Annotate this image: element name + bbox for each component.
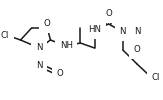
Text: N: N [120,28,126,36]
Text: O: O [44,19,51,28]
Text: HN: HN [88,26,101,34]
Text: O: O [134,45,140,54]
Text: NH: NH [60,42,73,50]
Text: Cl: Cl [1,32,9,40]
Text: N: N [36,60,43,70]
Text: N: N [134,28,140,36]
Text: O: O [57,68,64,78]
Text: O: O [105,9,112,18]
Text: Cl: Cl [152,74,160,82]
Text: N: N [36,44,43,52]
